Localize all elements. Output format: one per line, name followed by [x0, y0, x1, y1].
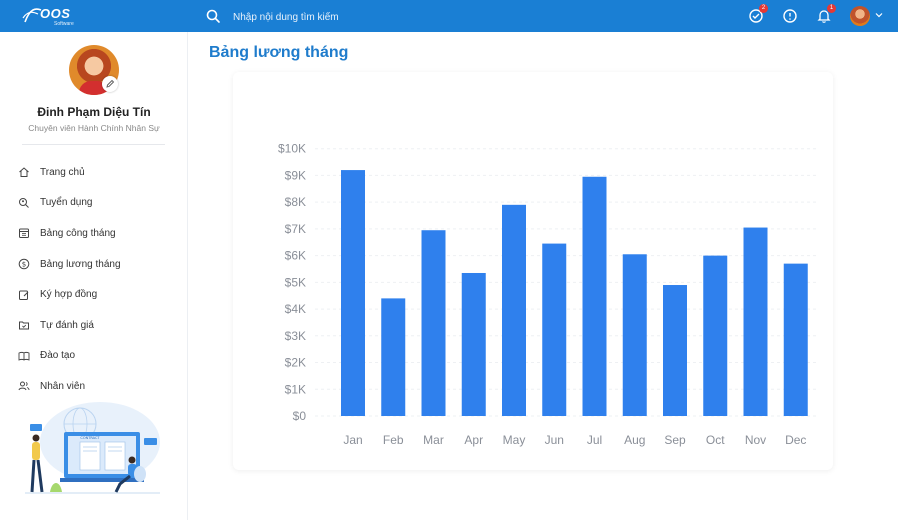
sidebar-item-label: Tự đánh giá [40, 319, 94, 331]
bar-mar[interactable] [421, 230, 446, 416]
page-title: Bảng lương tháng [209, 44, 349, 61]
sidebar-item-label: Bảng công tháng [40, 227, 116, 239]
x-tick-label: Apr [464, 433, 483, 447]
y-tick-label: $0 [293, 409, 307, 423]
dollar-icon: $ [18, 258, 30, 270]
y-tick-label: $7K [285, 222, 306, 236]
sidebar-item-recruitment[interactable]: Tuyển dụng [18, 188, 178, 219]
edit-avatar-button[interactable] [102, 76, 118, 92]
edit-icon [19, 290, 29, 300]
profile-role: Chuyên viên Hành Chính Nhân Sự [28, 123, 160, 133]
bar-jan[interactable] [341, 170, 365, 416]
info-button[interactable] [782, 8, 798, 24]
salary-bar-chart: $0 $1K $2K $3K $4K $5K $6K $7K $8K $9K $10K Jan Feb M… [278, 142, 818, 447]
check-circle-icon [749, 9, 763, 23]
tasks-button[interactable]: 2 [748, 4, 768, 24]
notifications-button[interactable]: 1 [816, 4, 836, 24]
folder-check-icon [19, 321, 29, 330]
bar-oct[interactable] [703, 255, 728, 416]
top-bar: OOS Software 2 1 [0, 0, 898, 32]
contract-illustration: CONTRACT [25, 402, 160, 494]
bar-dec[interactable] [783, 263, 808, 416]
sidebar-nav: Trang chủ Tuyển dụng Bảng công tháng $ B… [18, 157, 178, 402]
bar-may[interactable] [502, 204, 526, 416]
sidebar-item-label: Ký hợp đồng [40, 289, 98, 301]
sidebar-item-timesheet[interactable]: Bảng công tháng [18, 218, 178, 249]
sidebar-item-self-assessment[interactable]: Tự đánh giá [18, 310, 178, 341]
sidebar-item-label: Tuyển dụng [40, 197, 93, 209]
y-tick-label: $3K [285, 329, 306, 343]
users-icon [18, 381, 30, 391]
user-avatar[interactable] [850, 6, 870, 26]
y-tick-label: $5K [285, 275, 306, 289]
bar-sep[interactable] [663, 285, 687, 416]
logo-subtext: Software [54, 21, 74, 27]
sidebar-item-label: Đào tạo [40, 350, 76, 362]
search-icon[interactable] [205, 8, 221, 24]
x-tick-label: Nov [745, 433, 766, 447]
chevron-down-icon[interactable] [875, 11, 883, 19]
illustration-label: CONTRACT [80, 436, 100, 440]
x-tick-label: May [503, 433, 526, 447]
svg-text:$: $ [22, 260, 26, 268]
sidebar-item-label: Nhân viên [40, 380, 86, 392]
sidebar-item-label: Bảng lương tháng [40, 258, 121, 270]
x-tick-label: Sep [664, 433, 686, 447]
main-content: Bảng lương tháng $0 $1K $2K $3K $4K $5K $6K $7K… [188, 32, 898, 520]
app-logo[interactable]: OOS Software [22, 6, 82, 28]
x-tick-label: Jan [343, 433, 362, 447]
logo-text: OOS [40, 6, 71, 21]
x-tick-label: Dec [785, 433, 806, 447]
y-tick-label: $2K [285, 356, 306, 370]
x-tick-label: Jun [545, 433, 564, 447]
y-tick-label: $6K [285, 249, 306, 263]
y-tick-label: $10K [278, 142, 306, 156]
tasks-badge: 2 [759, 4, 768, 13]
search-input[interactable] [233, 8, 493, 26]
notifications-badge: 1 [827, 4, 836, 13]
x-tick-label: Oct [706, 433, 725, 447]
logo-mark-icon [22, 8, 42, 23]
sidebar-item-contract[interactable]: Ký hợp đồng [18, 279, 178, 310]
bar-feb[interactable] [381, 298, 406, 416]
bar-apr[interactable] [461, 272, 486, 416]
x-tick-label: Jul [587, 433, 602, 447]
x-tick-label: Feb [383, 433, 404, 447]
home-icon [19, 167, 29, 178]
x-tick-label: Aug [624, 433, 645, 447]
bell-icon [817, 10, 831, 23]
bar-aug[interactable] [622, 254, 647, 416]
sidebar: Đinh Phạm Diệu Tín Chuyên viên Hành Chín… [0, 32, 188, 520]
y-tick-label: $1K [285, 382, 306, 396]
divider [22, 144, 165, 145]
x-tick-label: Mar [423, 433, 444, 447]
book-icon [18, 351, 30, 361]
search-person-icon [19, 197, 29, 208]
bar-jun[interactable] [542, 243, 567, 416]
sidebar-item-home[interactable]: Trang chủ [18, 157, 178, 188]
salary-chart-card: $0 $1K $2K $3K $4K $5K $6K $7K $8K $9K $10K Jan Feb M… [233, 72, 833, 470]
y-tick-label: $9K [285, 168, 306, 182]
pencil-icon [106, 79, 115, 88]
sidebar-item-payroll[interactable]: $ Bảng lương tháng [18, 249, 178, 280]
alert-circle-icon [783, 9, 797, 23]
sidebar-item-label: Trang chủ [40, 166, 85, 178]
sidebar-item-employees[interactable]: Nhân viên [18, 371, 178, 402]
bar-nov[interactable] [743, 227, 768, 416]
sidebar-item-training[interactable]: Đào tạo [18, 341, 178, 372]
search-bar [205, 8, 505, 26]
calendar-icon [19, 228, 29, 239]
bar-jul[interactable] [582, 176, 607, 416]
y-tick-label: $4K [285, 302, 306, 316]
y-tick-label: $8K [285, 195, 306, 209]
profile-name: Đinh Phạm Diệu Tín [37, 105, 151, 119]
